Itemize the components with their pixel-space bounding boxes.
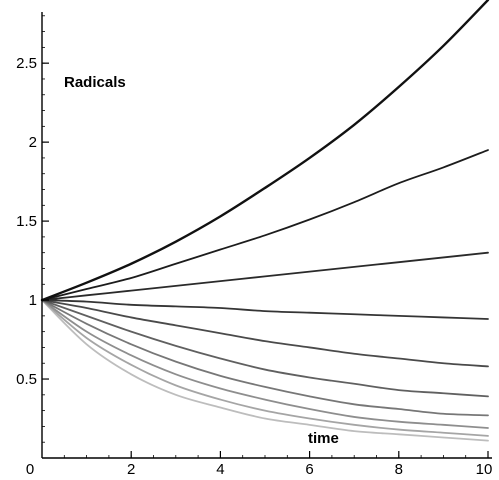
y-tick-label: 0.5 xyxy=(16,371,37,388)
series-group xyxy=(40,0,490,442)
origin-label: 0 xyxy=(26,461,34,478)
series-line-4 xyxy=(41,299,489,320)
ticks-group: 0.5 1 1.5 2 2.5 2 4 6 8 10 xyxy=(16,15,493,478)
axes-group xyxy=(41,12,492,459)
series-line-8 xyxy=(41,299,489,429)
series-line-2 xyxy=(41,149,489,301)
x-tick-label: 6 xyxy=(305,461,313,478)
y-tick-label: 1 xyxy=(29,292,37,309)
series-line-9 xyxy=(41,299,489,437)
series-line-1 xyxy=(40,0,490,302)
x-axis-label: time xyxy=(308,430,339,447)
x-tick-label: 4 xyxy=(216,461,224,478)
x-tick-label: 10 xyxy=(476,461,493,478)
x-tick-label: 8 xyxy=(395,461,403,478)
y-tick-label: 1.5 xyxy=(16,213,37,230)
series-line-5 xyxy=(41,299,489,368)
series-line-3 xyxy=(41,251,489,301)
x-tick-label: 2 xyxy=(127,461,135,478)
series-line-6 xyxy=(41,299,489,398)
y-tick-label: 2 xyxy=(29,134,37,151)
y-tick-label: 2.5 xyxy=(16,55,37,72)
series-line-7 xyxy=(41,299,489,417)
series-line-10 xyxy=(41,299,489,442)
y-axis-label: Radicals xyxy=(64,74,126,91)
